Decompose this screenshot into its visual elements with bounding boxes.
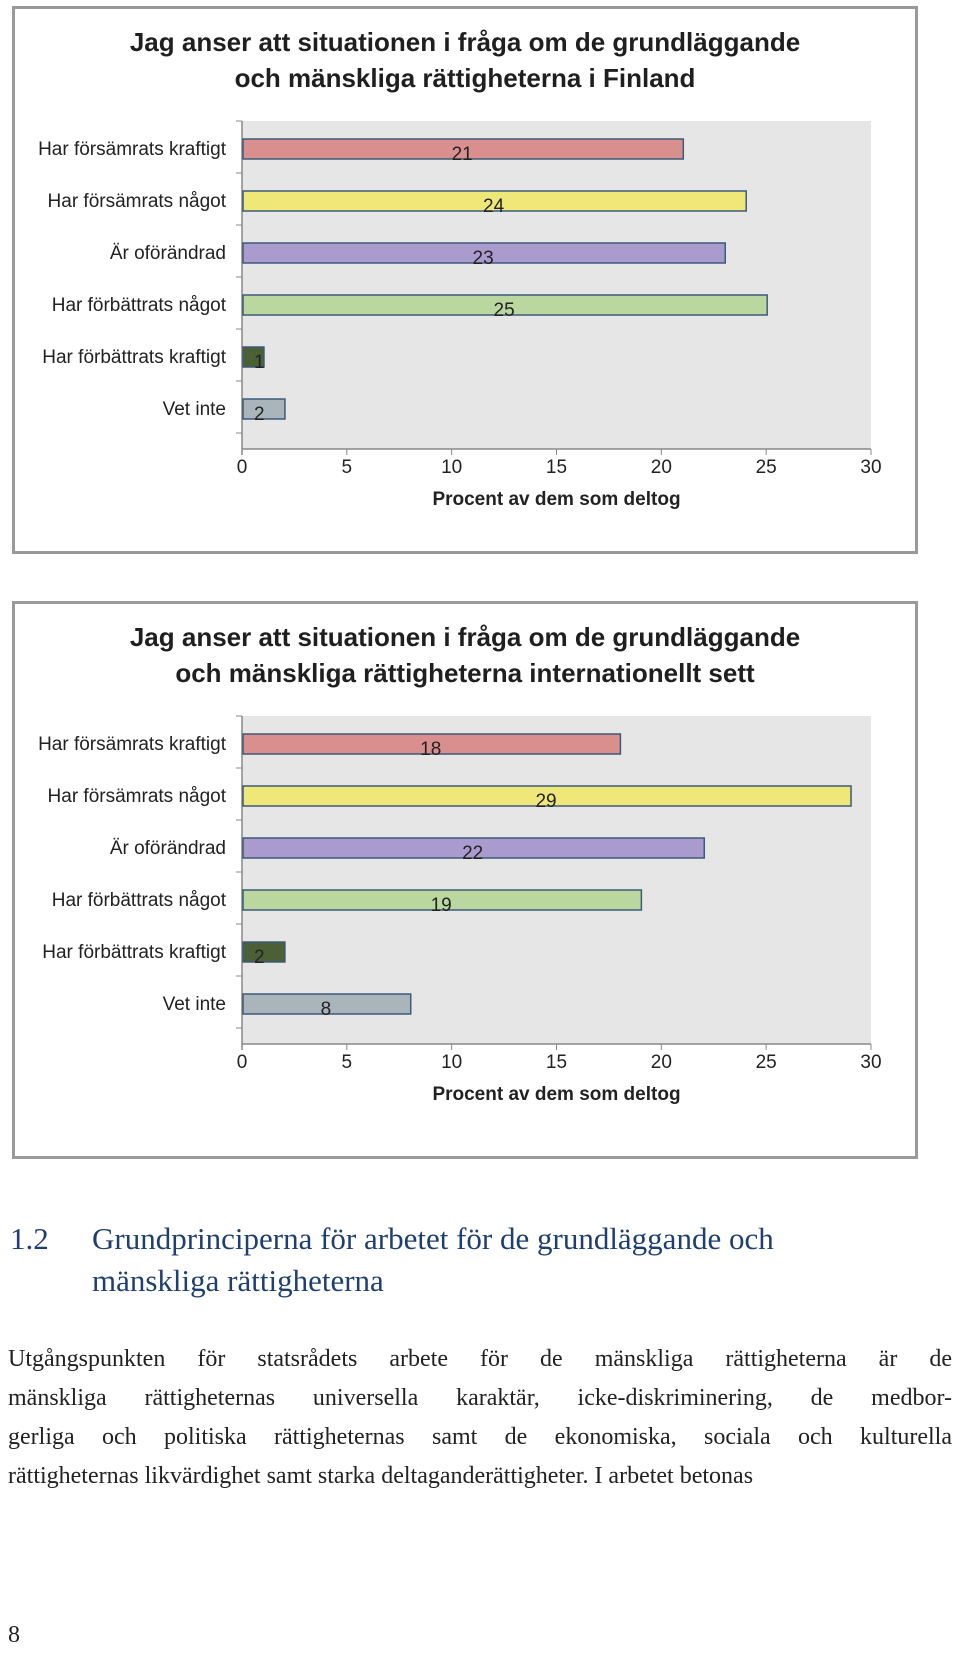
chart1-bar — [242, 398, 286, 420]
chart2-plot-area — [242, 716, 871, 1044]
chart1-bar — [242, 346, 265, 368]
chart2-category-label: Har förbättrats något — [52, 890, 227, 911]
chart1-data-label: 2 — [254, 404, 265, 425]
body-paragraph: Utgångspunkten för statsrådets arbete fö… — [8, 1340, 952, 1496]
chart2-bar — [242, 941, 286, 963]
body-line-1: Utgångspunkten för statsrådets arbete fö… — [8, 1346, 952, 1372]
chart2-bar — [242, 837, 706, 859]
chart1-title-line-1: Jag anser att situationen i fråga om de … — [130, 27, 800, 57]
chart1-category-label: Har förbättrats något — [52, 295, 227, 316]
chart2-bar — [242, 785, 852, 807]
chart2-category-label: Har försämrats kraftigt — [38, 734, 227, 755]
chart1-title-line-2: och mänskliga rättigheterna i Finland — [235, 63, 696, 93]
chart2-data-label: 18 — [420, 739, 441, 760]
chart1-x-tick-label: 30 — [860, 457, 881, 478]
chart1-data-label: 25 — [494, 300, 515, 321]
chart2-title-line-1: Jag anser att situationen i fråga om de … — [130, 622, 800, 652]
chart1-x-tick-label: 20 — [651, 457, 672, 478]
chart2-data-label: 19 — [431, 895, 452, 916]
chart2-x-tick-label: 10 — [441, 1052, 462, 1073]
chart1-x-tick-label: 0 — [237, 457, 248, 478]
body-line-3: gerliga och politiska rättigheternas sam… — [8, 1424, 952, 1450]
chart2-x-tick-label: 20 — [651, 1052, 672, 1073]
chart1-bar — [242, 294, 768, 316]
chart1-bar — [242, 190, 747, 212]
chart-international: Jag anser att situationen i fråga om de … — [12, 601, 918, 1159]
body-line-4: rättigheternas likvärdighet samt starka … — [8, 1463, 754, 1489]
chart1-data-label: 24 — [483, 196, 505, 217]
chart2-x-tick-label: 5 — [342, 1052, 353, 1073]
chart-finland: Jag anser att situationen i fråga om de … — [12, 6, 918, 554]
chart1-x-tick-label: 5 — [342, 457, 353, 478]
chart2-x-tick-label: 25 — [756, 1052, 777, 1073]
chart1-x-tick-label: 10 — [441, 457, 462, 478]
chart2-category-label: Vet inte — [163, 994, 226, 1015]
section-heading: 1.2 Grundprinciperna för arbetet för de g… — [10, 1218, 940, 1302]
chart2-data-label: 29 — [535, 791, 556, 812]
chart1-x-tick-label: 15 — [546, 457, 567, 478]
chart2-data-label: 22 — [462, 843, 483, 864]
page-number: 8 — [8, 1622, 20, 1648]
chart2-bar — [242, 993, 412, 1015]
section-number: 1.2 — [10, 1221, 49, 1256]
chart1-bar — [242, 138, 685, 160]
section-heading-line-1: Grundprinciperna för arbetet för de grun… — [92, 1221, 774, 1256]
chart1-category-label: Har försämrats kraftigt — [38, 139, 227, 160]
chart1-category-label: Har förbättrats kraftigt — [42, 347, 226, 368]
chart1-category-label: Vet inte — [163, 399, 226, 420]
chart1-data-label: 21 — [452, 144, 473, 165]
chart1-plot-area — [242, 121, 871, 449]
chart1-category-label: Är oförändrad — [110, 243, 226, 264]
chart2-bar — [242, 733, 622, 755]
chart1-data-label: 1 — [254, 352, 265, 373]
chart-finland-svg: Jag anser att situationen i fråga om de … — [38, 27, 882, 510]
chart2-bar — [242, 889, 643, 911]
chart1-data-label: 23 — [473, 248, 494, 269]
chart2-x-tick-label: 30 — [860, 1052, 881, 1073]
section-heading-line-2: mänskliga rättigheterna — [92, 1263, 384, 1298]
chart1-x-axis-label: Procent av dem som deltog — [432, 489, 680, 510]
chart2-category-label: Har förbättrats kraftigt — [42, 942, 226, 963]
chart2-data-label: 8 — [321, 999, 332, 1020]
chart1-x-tick-label: 25 — [756, 457, 777, 478]
chart2-data-label: 2 — [254, 947, 265, 968]
body-line-2: mänskliga rättigheternas universella kar… — [8, 1385, 952, 1411]
chart2-x-tick-label: 15 — [546, 1052, 567, 1073]
chart1-bar — [242, 242, 726, 264]
chart2-x-axis-label: Procent av dem som deltog — [432, 1084, 680, 1105]
chart2-category-label: Är oförändrad — [110, 838, 226, 859]
chart2-x-tick-label: 0 — [237, 1052, 248, 1073]
chart2-category-label: Har försämrats något — [48, 786, 227, 807]
chart-international-svg: Jag anser att situationen i fråga om de … — [38, 622, 882, 1105]
chart2-title-line-2: och mänskliga rättigheterna internatione… — [175, 658, 755, 688]
chart1-category-label: Har försämrats något — [48, 191, 227, 212]
